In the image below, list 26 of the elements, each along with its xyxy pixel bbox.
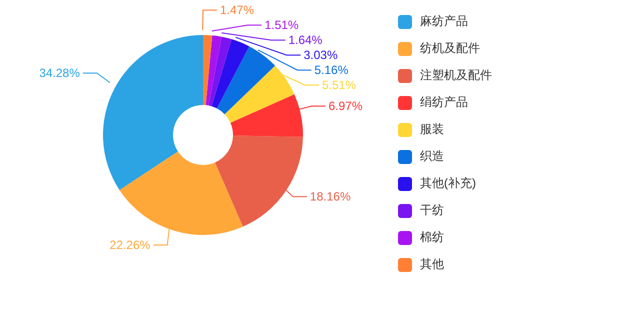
donut-slice [203,35,212,106]
legend-label: 其他 [420,256,444,273]
data-label: 1.64% [288,33,323,48]
data-label: 6.97% [328,99,363,114]
donut-slice [214,136,303,227]
data-label: 34.28% [39,66,80,80]
legend-label: 绢纺产品 [420,94,468,111]
legend-label: 纺机及配件 [420,40,480,57]
legend-label: 注塑机及配件 [420,67,492,84]
data-label: 22.26% [110,238,151,252]
legend-label: 织造 [420,148,444,165]
data-label: 5.16% [314,63,349,78]
donut-slice [212,39,250,108]
legend-label: 棉纺 [420,229,444,246]
donut-slice [206,35,222,106]
data-label: 1.51% [264,18,299,32]
data-label: 3.03% [304,48,338,62]
data-label: 18.16% [310,190,351,204]
legend-label: 其他(补充) [420,175,476,192]
data-label: 5.51% [322,78,356,92]
legend-label: 服装 [420,121,444,138]
data-label: 1.47% [220,3,254,18]
donut-slice [103,35,203,190]
legend-label: 麻纺产品 [420,13,468,30]
donut-slice [208,36,232,106]
legend-label: 干纺 [420,202,444,219]
